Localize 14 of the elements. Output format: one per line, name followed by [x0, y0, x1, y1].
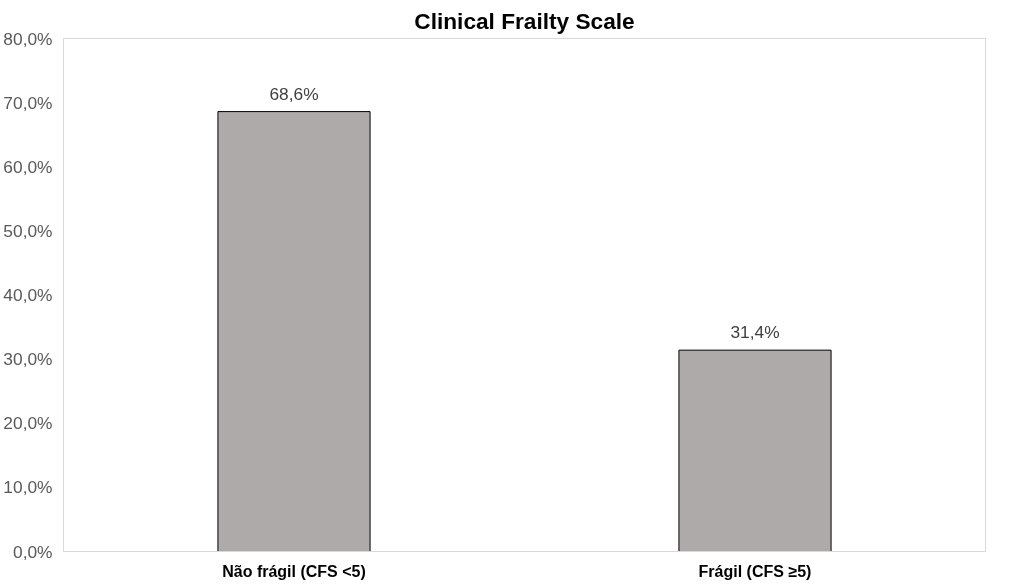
y-tick-label: 70,0% [3, 92, 53, 113]
x-tick-label: Não frágil (CFS <5) [222, 562, 366, 580]
y-tick-label: 0,0% [13, 541, 53, 562]
data-label: 31,4% [730, 322, 780, 343]
data-label: 68,6% [269, 83, 319, 104]
y-tick-label: 30,0% [3, 349, 53, 370]
chart-title: Clinical Frailty Scale [414, 7, 635, 34]
y-tick-label: 80,0% [3, 28, 53, 49]
y-tick-label: 20,0% [3, 413, 53, 434]
y-tick-label: 40,0% [3, 285, 53, 305]
y-tick-label: 50,0% [3, 220, 53, 241]
x-tick-label: Frágil (CFS ≥5) [698, 562, 812, 580]
y-tick-label: 60,0% [3, 156, 53, 177]
y-tick-label: 10,0% [3, 477, 53, 498]
